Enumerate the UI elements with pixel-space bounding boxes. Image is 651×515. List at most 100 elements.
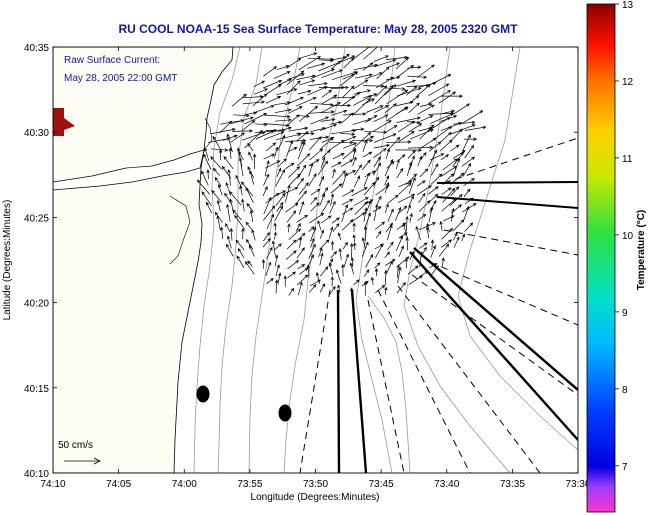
current-vector <box>452 219 465 232</box>
y-axis-label: Latitude (Degrees:Minutes) <box>2 200 13 321</box>
current-vector <box>228 147 233 159</box>
current-vector <box>241 119 256 131</box>
current-vector <box>330 240 335 251</box>
current-vector <box>408 177 416 194</box>
current-vector <box>263 131 285 140</box>
current-vector <box>349 262 354 275</box>
current-vector <box>353 79 369 90</box>
current-vector <box>317 160 329 176</box>
current-vector <box>417 213 427 221</box>
current-vector <box>223 155 234 170</box>
y-tick-label: 40:35 <box>24 43 49 54</box>
current-vector <box>310 226 317 242</box>
current-vector <box>419 124 435 140</box>
current-vector <box>463 188 471 198</box>
current-vector <box>296 177 305 187</box>
colorbar <box>586 3 616 513</box>
current-vector <box>441 227 454 240</box>
current-vector <box>386 124 398 133</box>
current-vector <box>296 131 315 136</box>
current-vector <box>310 68 336 80</box>
current-vector <box>363 181 376 196</box>
current-vector <box>462 205 470 223</box>
current-vector <box>317 220 322 231</box>
current-vector <box>308 226 315 232</box>
current-vector <box>427 186 439 195</box>
current-vector <box>398 182 412 195</box>
x-tick-label: 73:50 <box>303 479 328 490</box>
current-vector <box>321 69 343 79</box>
current-vector <box>285 138 307 143</box>
land-mass <box>53 47 234 473</box>
current-vector <box>353 97 371 115</box>
current-vector <box>418 222 436 231</box>
current-vector <box>376 66 390 80</box>
current-vector <box>275 193 286 206</box>
current-vector <box>275 168 286 187</box>
current-vector <box>430 163 439 176</box>
current-vector <box>362 241 369 257</box>
current-vector <box>241 198 245 212</box>
current-vector <box>384 84 397 96</box>
current-vector <box>318 175 325 187</box>
current-vector <box>439 131 452 143</box>
current-vector <box>228 190 242 206</box>
current-vector <box>264 84 282 96</box>
colorbar-tick-label: 13 <box>622 0 634 11</box>
current-vector <box>341 91 361 107</box>
current-vector <box>277 126 292 133</box>
current-vector <box>271 240 276 257</box>
current-vector <box>276 88 298 96</box>
current-vector <box>331 161 342 168</box>
current-vector <box>196 179 211 195</box>
current-vector <box>211 189 222 203</box>
current-vector <box>450 124 476 135</box>
current-vector <box>222 134 238 141</box>
current-vector <box>288 126 309 132</box>
current-vector <box>286 80 301 95</box>
current-vector <box>370 276 374 286</box>
current-vector <box>384 286 388 295</box>
current-vector <box>319 123 338 132</box>
current-vector <box>245 238 254 250</box>
y-tick-label: 40:15 <box>24 384 49 395</box>
current-vector <box>309 212 325 224</box>
current-vector <box>295 96 317 107</box>
current-vector <box>309 148 324 161</box>
current-vector <box>276 167 282 177</box>
current-vector <box>285 184 291 203</box>
current-vector <box>343 112 367 116</box>
current-vector <box>452 150 466 159</box>
current-vector <box>427 116 451 132</box>
current-vector <box>244 130 263 149</box>
current-vector <box>273 231 277 240</box>
current-vector <box>204 147 210 161</box>
current-vector <box>249 170 255 185</box>
current-vector <box>328 139 345 151</box>
current-vector <box>386 89 409 105</box>
current-vector <box>439 139 453 152</box>
current-vector <box>232 129 254 133</box>
current-vector <box>201 170 209 186</box>
current-vector <box>265 114 291 119</box>
current-vector <box>230 132 246 143</box>
current-vector <box>297 281 303 296</box>
current-vector <box>438 91 457 104</box>
current-vector <box>286 239 297 250</box>
current-vector <box>249 209 254 223</box>
current-vector <box>396 158 400 169</box>
current-vector <box>247 260 253 267</box>
current-vector <box>244 113 268 125</box>
current-vector <box>407 75 428 79</box>
current-vector <box>321 94 338 105</box>
current-vector <box>419 242 428 249</box>
current-vector <box>298 56 321 71</box>
current-vector <box>320 118 336 122</box>
buoy-marker-west <box>196 385 210 403</box>
current-vector <box>297 141 306 160</box>
current-vector <box>330 251 338 259</box>
colorbar-label: Temperature (°C) <box>636 210 647 291</box>
current-vector <box>373 203 379 222</box>
current-vector <box>235 174 243 189</box>
current-vector <box>362 151 373 158</box>
